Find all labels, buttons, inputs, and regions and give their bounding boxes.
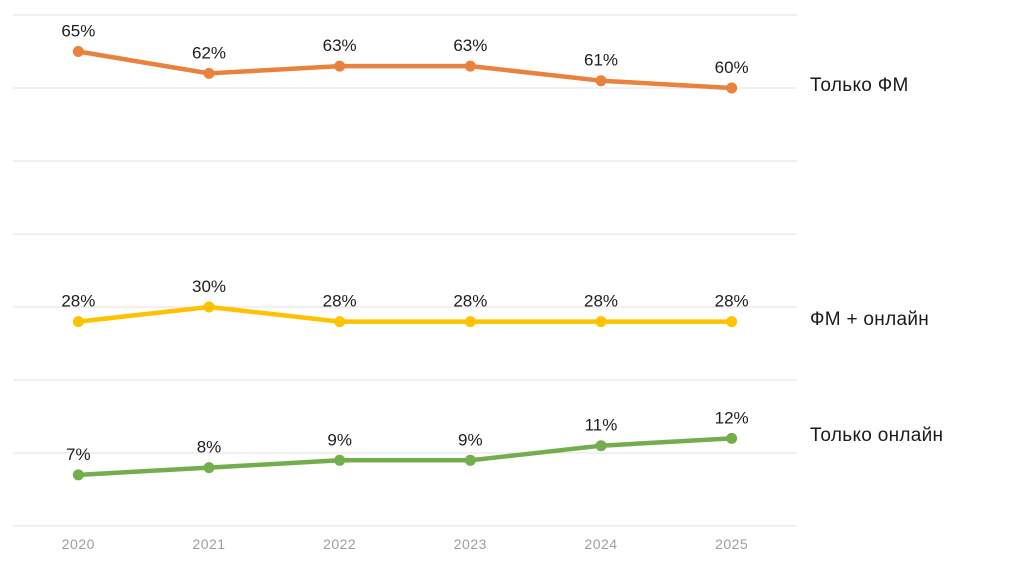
- value-label: 61%: [584, 51, 618, 70]
- year-label: 2020: [62, 536, 95, 552]
- series-label-fm-plus-online: ФМ + онлайн: [810, 308, 930, 330]
- series-line-1: [76, 304, 734, 324]
- data-point: [726, 82, 738, 94]
- value-label: 8%: [197, 438, 222, 457]
- data-point: [334, 454, 346, 466]
- data-point: [595, 75, 607, 87]
- series-label-only-online: Только онлайн: [810, 425, 944, 447]
- value-label: 60%: [715, 58, 749, 77]
- value-label: 65%: [61, 22, 95, 41]
- year-label: 2024: [584, 536, 617, 552]
- series-label-only-fm: Только ФМ: [810, 75, 909, 96]
- value-label: 28%: [584, 292, 618, 311]
- value-label: 28%: [323, 292, 357, 311]
- series-line-2: [76, 436, 734, 478]
- value-label: 62%: [192, 43, 226, 62]
- data-point: [72, 469, 84, 481]
- data-point: [464, 316, 476, 328]
- value-label: 28%: [715, 292, 749, 311]
- data-point: [464, 60, 476, 72]
- value-label: 11%: [585, 416, 618, 435]
- value-label: 63%: [453, 36, 487, 55]
- data-point: [334, 316, 346, 328]
- data-point: [203, 301, 215, 313]
- value-label: 7%: [66, 445, 91, 464]
- data-point: [72, 46, 84, 57]
- data-point: [203, 67, 215, 79]
- data-point: [464, 454, 476, 466]
- value-label: 30%: [192, 277, 226, 296]
- year-label: 2021: [192, 536, 225, 552]
- value-label: 9%: [327, 430, 352, 449]
- data-point: [726, 316, 738, 328]
- series-line-0: [76, 49, 734, 91]
- value-label: 63%: [323, 36, 357, 55]
- data-point: [595, 316, 607, 328]
- value-label: 12%: [715, 408, 749, 427]
- year-label: 2025: [715, 536, 748, 552]
- data-point: [726, 432, 738, 444]
- data-point: [72, 316, 84, 328]
- year-label: 2022: [323, 536, 356, 552]
- value-label: 28%: [61, 292, 95, 311]
- value-label: 28%: [453, 292, 487, 311]
- data-point: [203, 462, 215, 474]
- value-label: 9%: [458, 430, 483, 449]
- data-point: [334, 60, 346, 72]
- data-point: [595, 440, 607, 452]
- year-label: 2023: [454, 536, 487, 552]
